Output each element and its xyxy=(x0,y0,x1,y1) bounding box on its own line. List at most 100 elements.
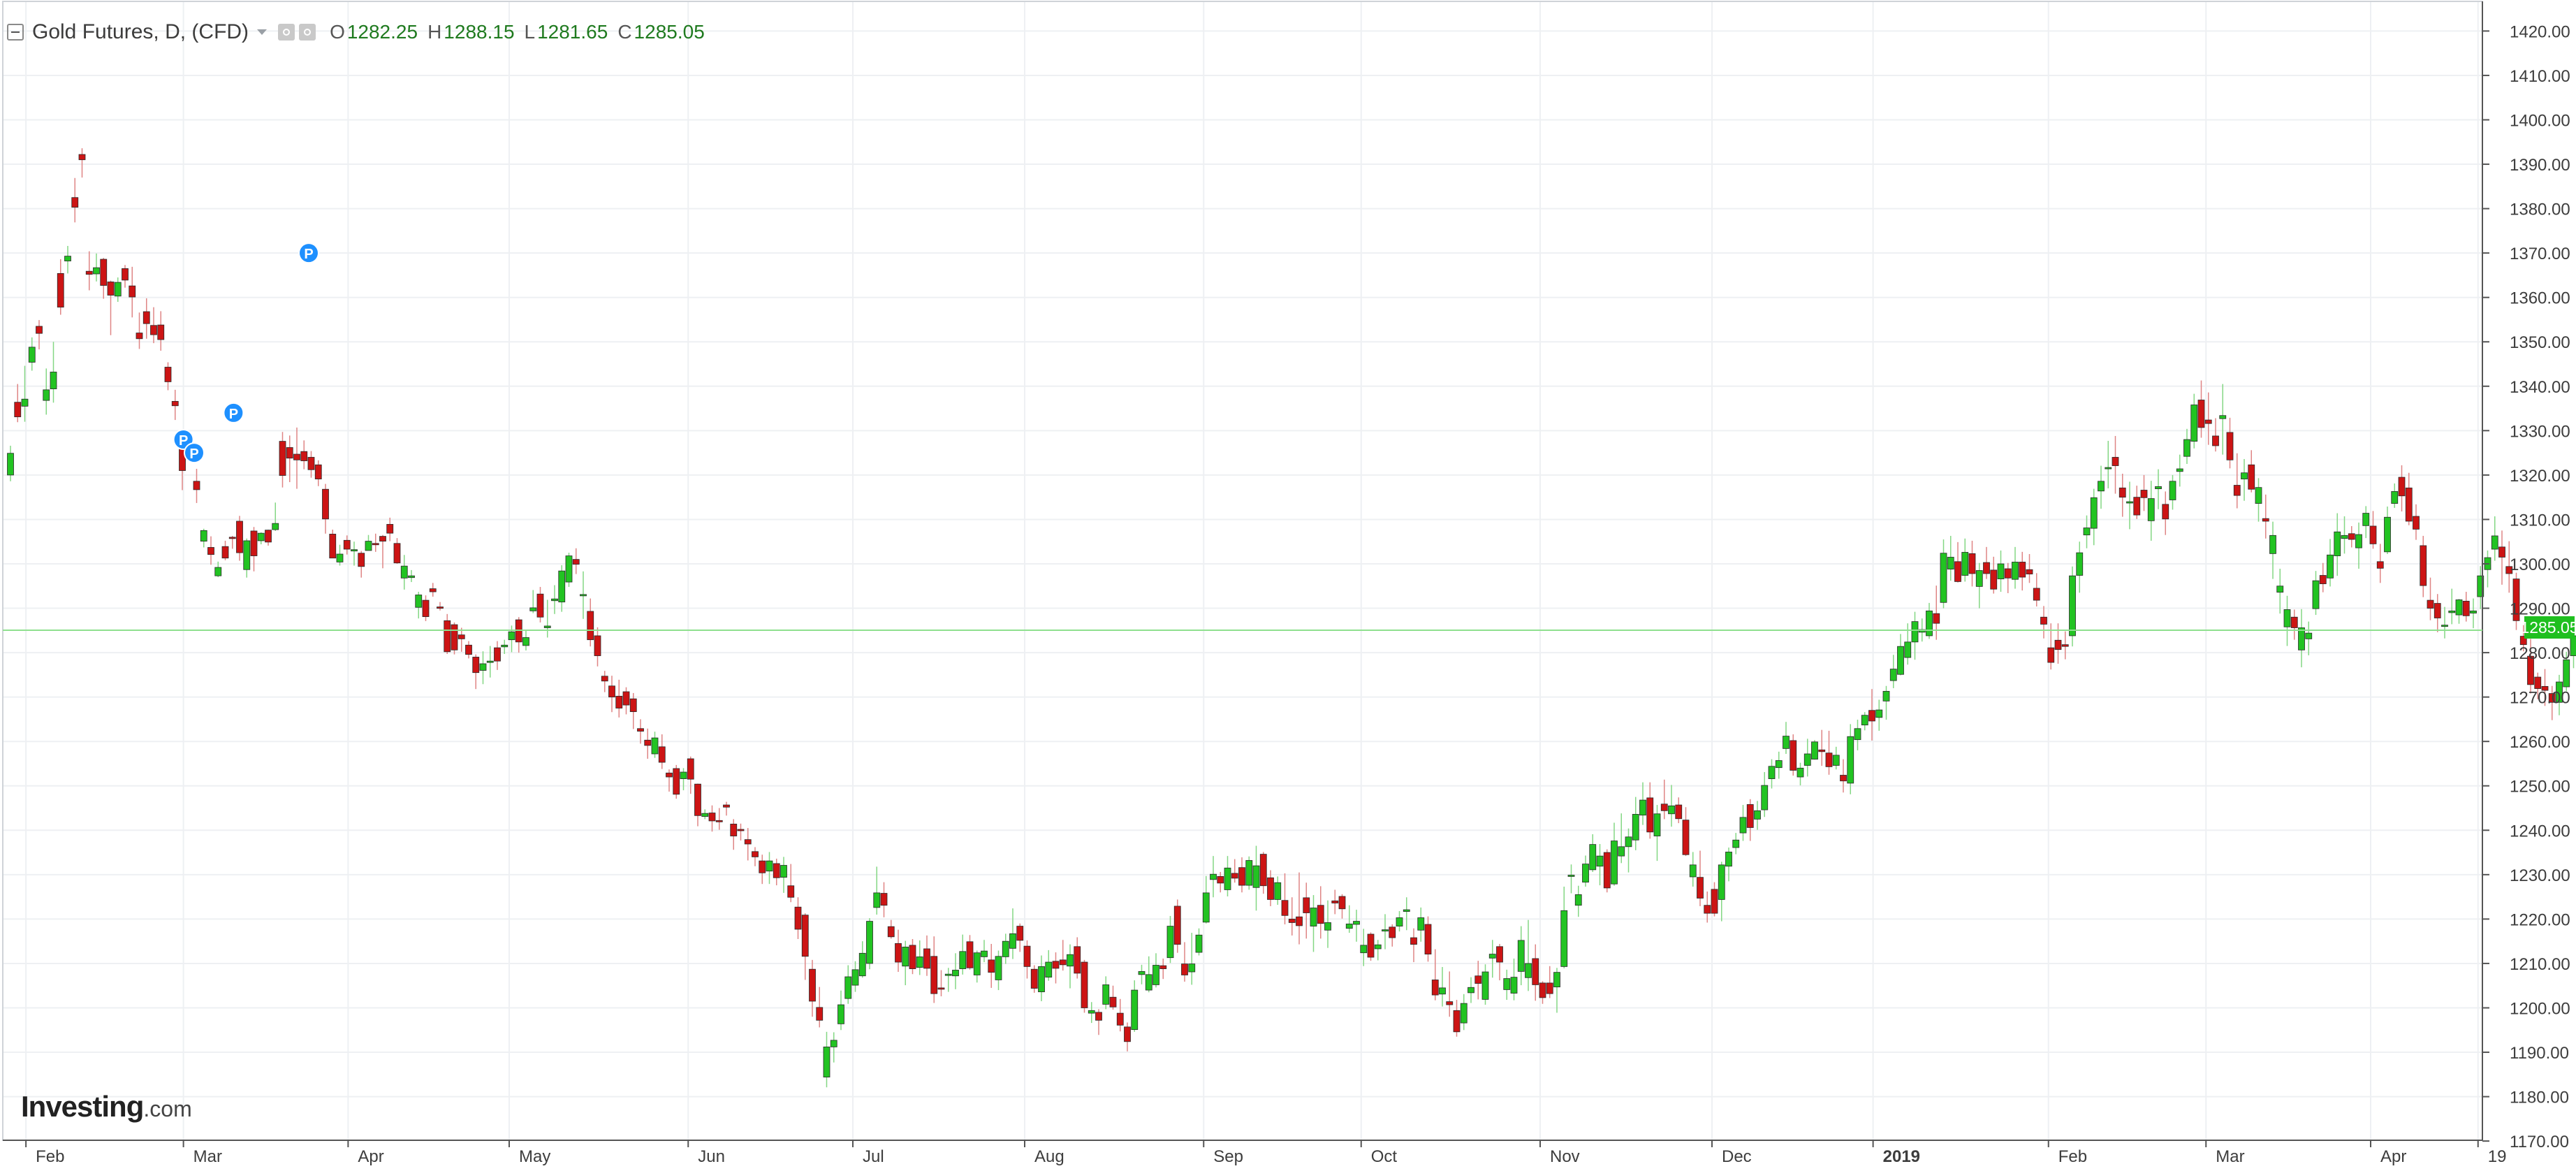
candle-body xyxy=(36,326,43,334)
candle-body xyxy=(1081,961,1088,1008)
candle-body xyxy=(2548,693,2556,703)
candle-body xyxy=(2355,534,2362,548)
x-tick-label: Jul xyxy=(863,1147,884,1166)
candle-body xyxy=(1488,954,1496,959)
candle-body xyxy=(780,865,787,878)
low-label: L xyxy=(524,21,536,43)
candle-body xyxy=(1173,905,1181,945)
candle-body xyxy=(1847,736,1854,784)
candle-body xyxy=(995,956,1002,980)
candle-body xyxy=(1990,569,1998,590)
collapse-icon[interactable] xyxy=(7,24,24,41)
candle-body xyxy=(981,950,988,957)
candle-body xyxy=(314,464,322,480)
candle-body xyxy=(543,625,551,628)
x-tick-label: Oct xyxy=(1371,1147,1398,1166)
candle-body xyxy=(2305,632,2313,639)
candle-body xyxy=(336,553,344,562)
candle-body xyxy=(2040,616,2047,625)
candle-body xyxy=(1803,753,1811,766)
gear-icon[interactable] xyxy=(299,24,316,41)
candle-body xyxy=(2233,485,2241,496)
candle-body xyxy=(1997,563,2005,579)
candle-body xyxy=(658,746,666,763)
candle-body xyxy=(2341,534,2348,539)
candle-body xyxy=(221,546,229,559)
candle-body xyxy=(2262,518,2269,522)
candle-body xyxy=(529,607,537,611)
candle-body xyxy=(2204,419,2212,424)
candle-body xyxy=(1345,923,1353,929)
candle-body xyxy=(622,691,630,706)
candle-body xyxy=(1382,929,1389,932)
candle-body xyxy=(1961,552,1969,576)
candle-body xyxy=(1926,610,1933,637)
high-value: 1288.15 xyxy=(444,21,515,43)
candle-body xyxy=(136,333,143,340)
candle-body xyxy=(2069,575,2076,637)
candle-body xyxy=(2298,627,2305,650)
candle-body xyxy=(522,637,529,646)
y-tick-label: 1360.00 xyxy=(2510,289,2570,308)
candle-body xyxy=(2183,439,2190,457)
chevron-down-icon[interactable] xyxy=(257,29,268,35)
candle-body xyxy=(844,976,852,999)
candle-body xyxy=(1396,917,1403,926)
candle-body xyxy=(1768,766,1776,779)
candle-body xyxy=(801,915,809,957)
x-tick-label: Feb xyxy=(2058,1147,2087,1166)
symbol-title[interactable]: Gold Futures, D, (CFD) xyxy=(32,20,249,43)
candle-body xyxy=(2319,575,2327,584)
candle-body xyxy=(7,453,14,476)
candle-body xyxy=(2334,531,2341,556)
candle-body xyxy=(1145,974,1152,991)
y-tick-label: 1210.00 xyxy=(2510,955,2570,974)
candle-body xyxy=(1410,937,1417,945)
candle-body xyxy=(1310,908,1317,926)
candle-body xyxy=(1259,854,1267,887)
candle-body xyxy=(1618,846,1625,857)
candle-body xyxy=(1331,900,1339,903)
open-value: 1282.25 xyxy=(346,21,418,43)
x-tick-label: 19 xyxy=(2488,1147,2507,1166)
candle-body xyxy=(1553,972,1560,988)
candle-body xyxy=(2140,490,2148,498)
candle-body xyxy=(2283,609,2291,627)
candle-body xyxy=(952,970,959,977)
y-tick-label: 1220.00 xyxy=(2510,910,2570,929)
event-marker-glyph: P xyxy=(189,446,198,462)
candle-body xyxy=(787,885,795,898)
candle-body xyxy=(766,860,773,872)
candle-body xyxy=(916,957,923,968)
candle-body xyxy=(1474,975,1482,984)
candle-body xyxy=(1431,980,1439,996)
logo-brand: Investing xyxy=(21,1090,144,1123)
candle-body xyxy=(2012,562,2019,580)
candle-body xyxy=(508,631,515,641)
candle-body xyxy=(1983,562,1990,574)
y-tick-label: 1400.00 xyxy=(2510,111,2570,130)
candle-body xyxy=(1632,814,1639,841)
candle-body xyxy=(307,457,315,470)
candle-body xyxy=(2455,599,2463,616)
candle-body xyxy=(2112,457,2119,466)
candle-body xyxy=(85,270,93,275)
candle-body xyxy=(1574,894,1582,906)
candle-body xyxy=(2290,616,2298,628)
candle-body xyxy=(1503,978,1511,990)
candle-body xyxy=(100,259,108,286)
eye-icon[interactable] xyxy=(278,24,295,41)
candle-body xyxy=(1224,867,1231,890)
candle-body xyxy=(1102,984,1110,1005)
candle-body xyxy=(1231,873,1238,879)
candle-body xyxy=(2498,546,2505,558)
candle-body xyxy=(1711,889,1718,914)
candle-body xyxy=(1009,933,1016,949)
candle-body xyxy=(142,311,150,324)
candle-body xyxy=(2413,516,2420,530)
candle-body xyxy=(1790,740,1797,771)
investing-logo[interactable]: Investing.com xyxy=(21,1090,192,1123)
candle-body xyxy=(694,783,701,816)
